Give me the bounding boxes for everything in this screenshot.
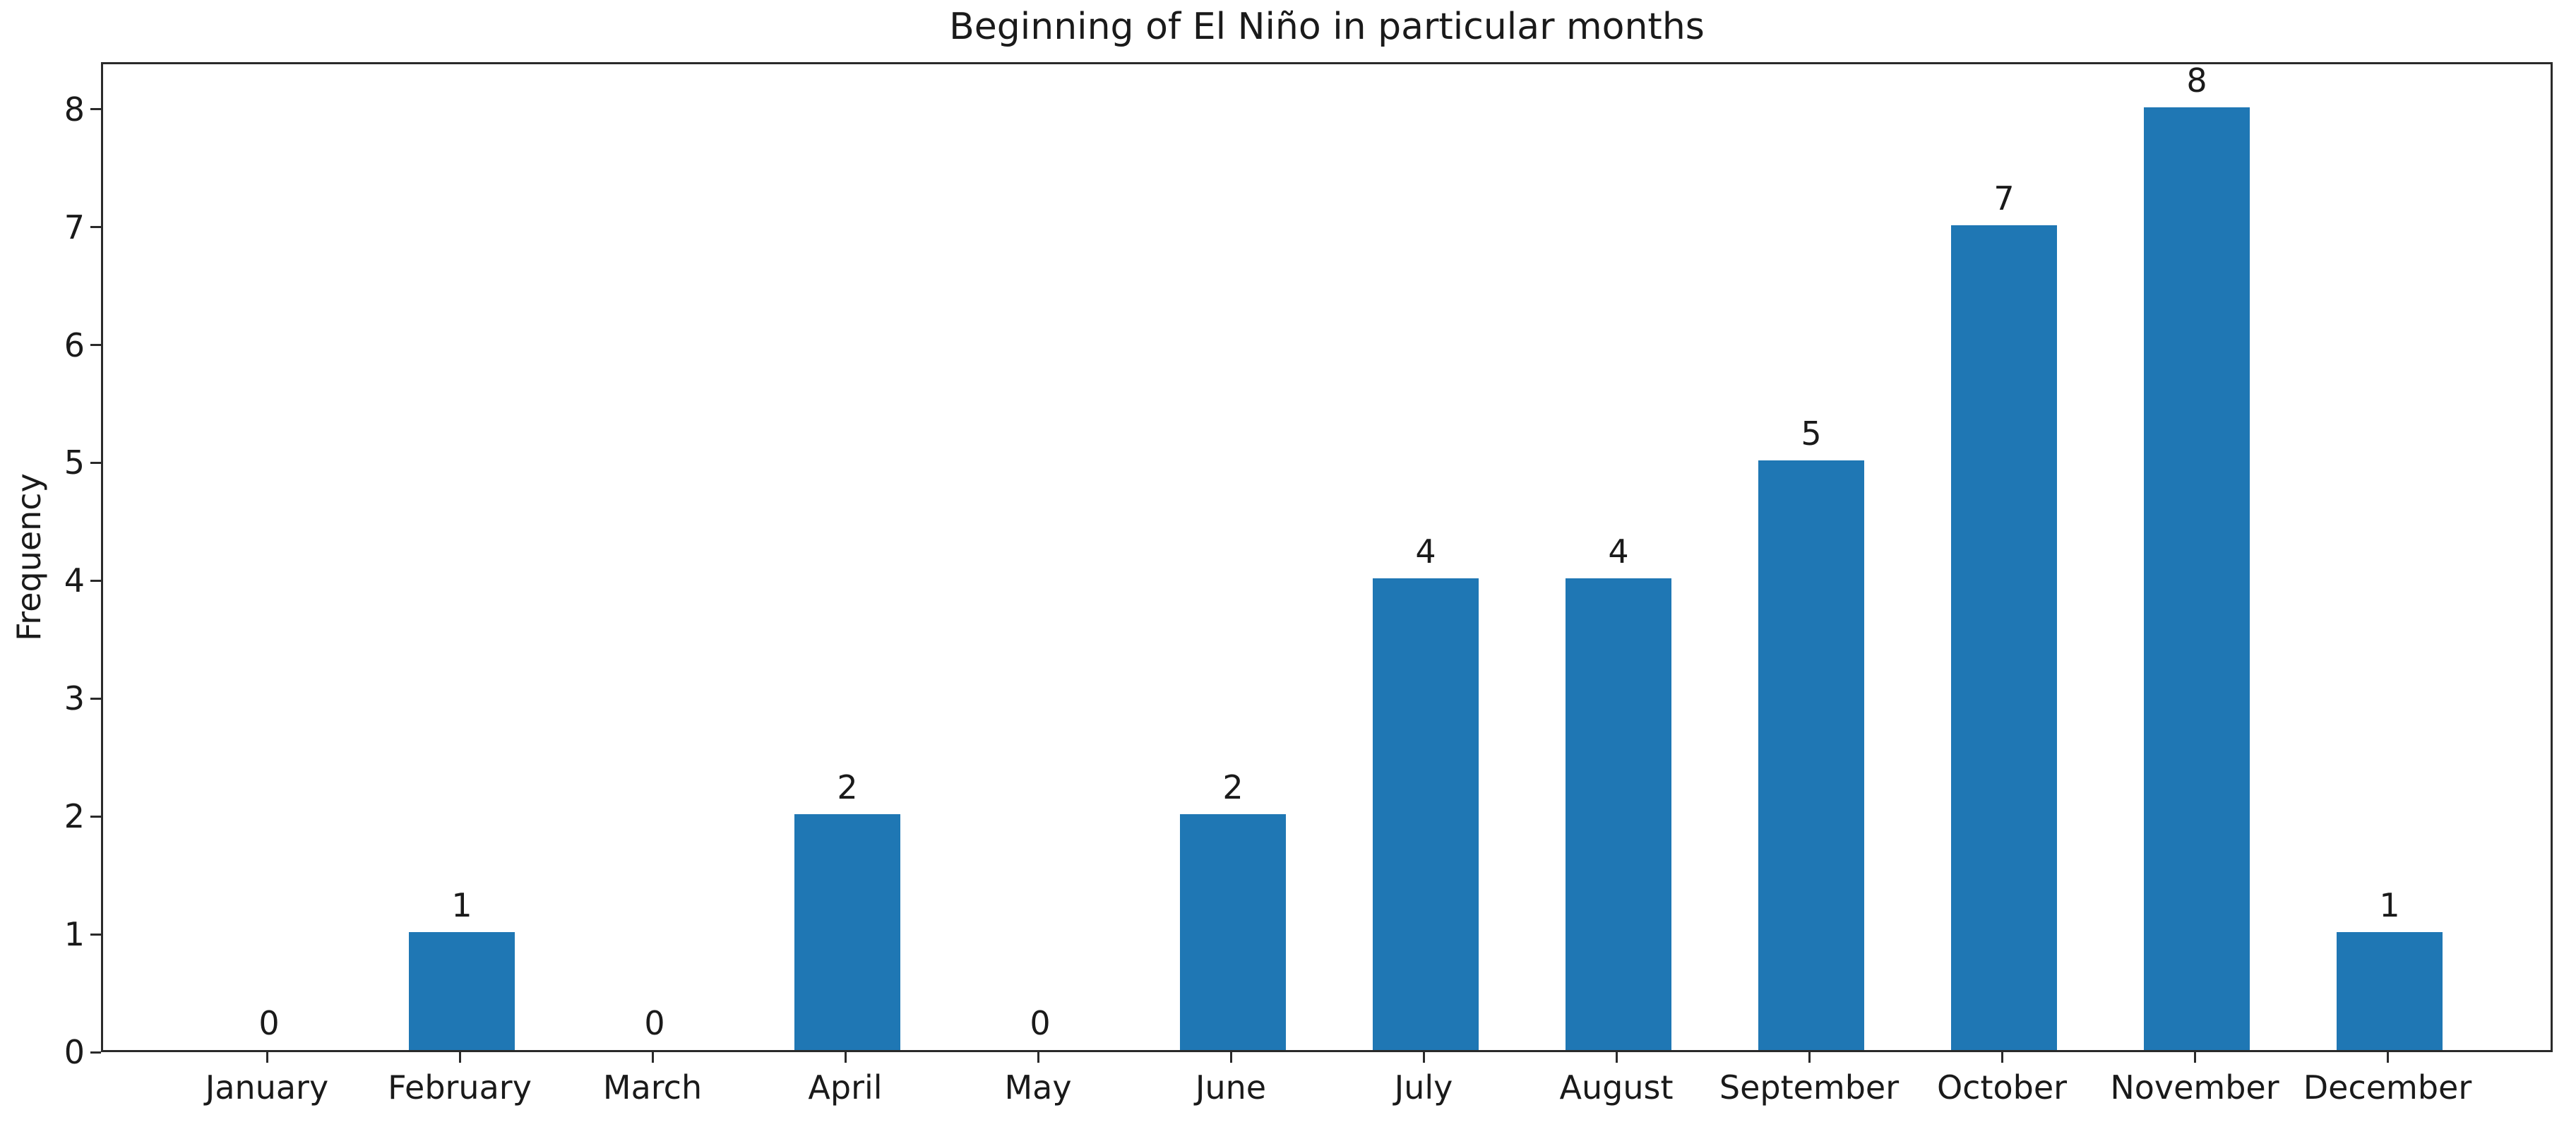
bar-value-label: 8 [2186,61,2207,100]
bar-value-label: 4 [1415,532,1436,571]
x-tick-label-june: June [1195,1068,1267,1107]
bar-value-label: 7 [1993,179,2015,217]
y-tick-mark [90,226,101,229]
x-tick-label-april: April [808,1068,883,1107]
x-tick-mark [266,1052,268,1063]
y-tick-mark [90,933,101,936]
y-tick-mark [90,108,101,111]
bar-july [1373,578,1479,1050]
chart-title: Beginning of El Niño in particular month… [949,6,1705,48]
x-tick-label-march: March [602,1068,703,1107]
x-tick-label-november: November [2110,1068,2279,1107]
x-tick-mark [1229,1052,1232,1063]
bar-april [794,814,900,1050]
bar-august [1566,578,1671,1050]
y-axis-label: Frequency [10,473,48,641]
x-tick-label-august: August [1559,1068,1674,1107]
y-tick-label: 0 [64,1033,85,1071]
x-tick-mark [1615,1052,1618,1063]
x-tick-label-february: February [388,1068,532,1107]
y-tick-label: 1 [64,915,85,954]
x-tick-label-september: September [1719,1068,1900,1107]
y-tick-mark [90,697,101,700]
x-tick-label-october: October [1936,1068,2068,1107]
x-tick-mark [2386,1052,2389,1063]
y-tick-label: 6 [64,326,85,364]
bar-value-label: 1 [2379,886,2400,924]
x-tick-mark [844,1052,847,1063]
bar-november [2144,107,2250,1050]
y-tick-mark [90,344,101,347]
x-tick-label-december: December [2303,1068,2472,1107]
bar-value-label: 0 [644,1004,665,1042]
y-tick-label: 7 [64,208,85,246]
bar-value-label: 4 [1608,532,1629,571]
bar-value-label: 5 [1801,415,1822,453]
x-tick-mark [2000,1052,2003,1063]
x-tick-mark [2193,1052,2196,1063]
plot-area: 0 1 0 2 0 2 4 4 5 7 8 1 [101,62,2553,1052]
y-tick-label: 4 [64,561,85,600]
bar-september [1758,460,1864,1050]
y-tick-label: 2 [64,797,85,836]
y-tick-label: 3 [64,679,85,718]
x-tick-mark [458,1052,461,1063]
x-tick-mark [1808,1052,1811,1063]
y-tick-mark [90,1051,101,1054]
x-tick-label-january: January [205,1068,329,1107]
y-tick-mark [90,461,101,464]
bar-value-label: 0 [1030,1004,1051,1042]
bar-value-label: 2 [837,768,858,806]
bar-october [1951,225,2057,1050]
x-tick-label-may: May [1004,1068,1072,1107]
x-tick-label-july: July [1394,1068,1453,1107]
bar-february [409,932,515,1050]
bar-value-label: 2 [1222,768,1244,806]
y-tick-label: 8 [64,90,85,129]
bar-june [1180,814,1286,1050]
x-tick-mark [651,1052,654,1063]
y-tick-mark [90,579,101,582]
bar-december [2337,932,2443,1050]
x-tick-mark [1422,1052,1425,1063]
bar-value-label: 0 [258,1004,280,1042]
y-tick-label: 5 [64,443,85,482]
bar-value-label: 1 [451,886,472,924]
x-tick-mark [1037,1052,1039,1063]
y-tick-mark [90,815,101,818]
